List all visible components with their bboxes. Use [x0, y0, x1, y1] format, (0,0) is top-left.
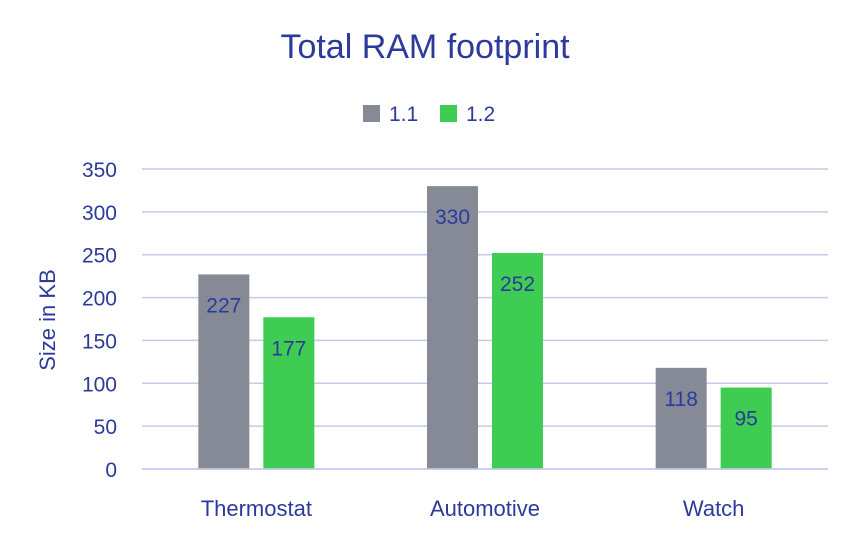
bar-value-label: 118: [664, 388, 697, 411]
legend-label: 1.1: [389, 103, 418, 126]
bar-value-label: 330: [435, 206, 470, 229]
data-labels: 227 177 330 252 118 95: [206, 206, 758, 430]
y-tick-label: 100: [82, 373, 117, 396]
y-tick-label: 300: [82, 202, 117, 225]
y-axis-ticks: 0 50 100 150 200 250 300 350: [82, 159, 117, 482]
chart-title: Total RAM footprint: [280, 28, 570, 66]
y-tick-label: 350: [82, 159, 117, 182]
bar-watch-1-2: [720, 387, 772, 469]
y-tick-label: 250: [82, 245, 117, 268]
x-tick-label: Automotive: [430, 496, 540, 521]
x-axis-ticks: Thermostat Automotive Watch: [201, 496, 745, 521]
bar-value-label: 252: [500, 273, 535, 296]
gridlines: [142, 168, 828, 470]
x-tick-label: Watch: [683, 496, 745, 521]
bar-automotive-1-1: [427, 186, 478, 469]
bar-value-label: 227: [206, 294, 241, 317]
y-tick-label: 50: [94, 416, 117, 439]
y-tick-label: 0: [105, 459, 117, 482]
legend-swatch: [363, 105, 380, 122]
legend: 1.1 1.2: [363, 103, 495, 126]
y-tick-label: 200: [82, 288, 117, 311]
bar-watch-1-1: [655, 367, 707, 469]
legend-label: 1.2: [466, 103, 495, 126]
bars: [142, 186, 828, 470]
y-axis-label: Size in KB: [35, 269, 60, 371]
x-tick-label: Thermostat: [201, 496, 312, 521]
bar-thermostat-1-1: [198, 274, 250, 469]
bar-value-label: 95: [734, 408, 757, 431]
legend-swatch: [440, 105, 457, 122]
y-tick-label: 150: [82, 330, 117, 353]
bar-automotive-1-2: [492, 253, 543, 469]
bar-thermostat-1-2: [263, 317, 315, 469]
bar-value-label: 177: [271, 337, 306, 360]
